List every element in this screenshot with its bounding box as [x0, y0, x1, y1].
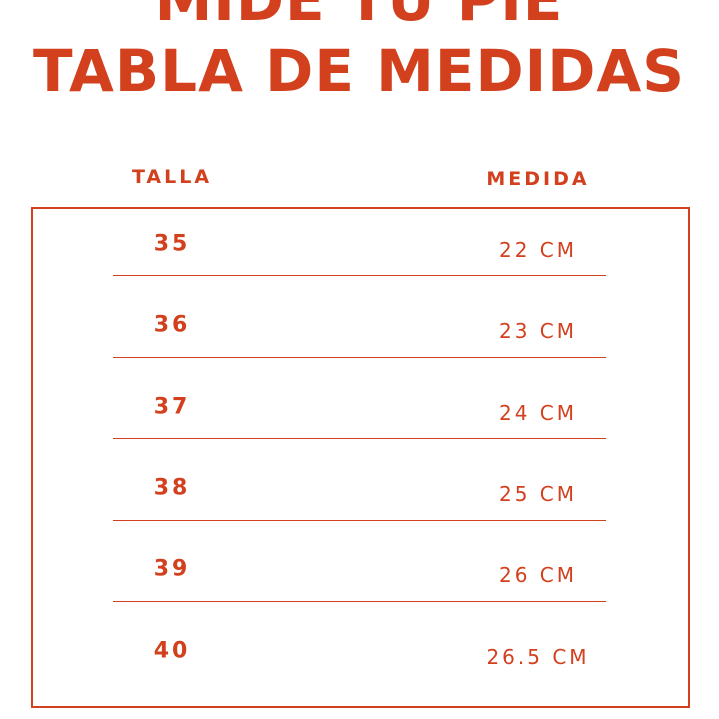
row-divider: [113, 519, 606, 521]
row-divider: [113, 438, 606, 439]
measure-cell: 22 CM: [498, 238, 578, 262]
measure-cell: 24 CM: [498, 400, 578, 425]
size-cell: 38: [153, 475, 191, 501]
measure-cell: 25 CM: [498, 481, 578, 506]
title-line: TABLA DE MEDIDAS: [32, 37, 686, 105]
column-header: TALLA: [131, 166, 213, 188]
row-divider: [113, 601, 606, 602]
row-divider: [113, 356, 606, 358]
size-cell: 35: [153, 231, 191, 257]
measure-cell: 23 CM: [498, 319, 578, 344]
size-cell: 40: [153, 638, 191, 663]
size-cell: 37: [153, 394, 191, 420]
title-line: MIDE TU PIE: [154, 0, 564, 34]
column-header: MEDIDA: [486, 168, 590, 190]
measure-cell: 26.5 CM: [486, 644, 590, 669]
size-cell: 36: [153, 312, 191, 338]
table-frame: [31, 207, 690, 708]
row-divider: [113, 275, 606, 276]
size-cell: 39: [153, 556, 191, 582]
measure-cell: 26 CM: [498, 563, 578, 588]
